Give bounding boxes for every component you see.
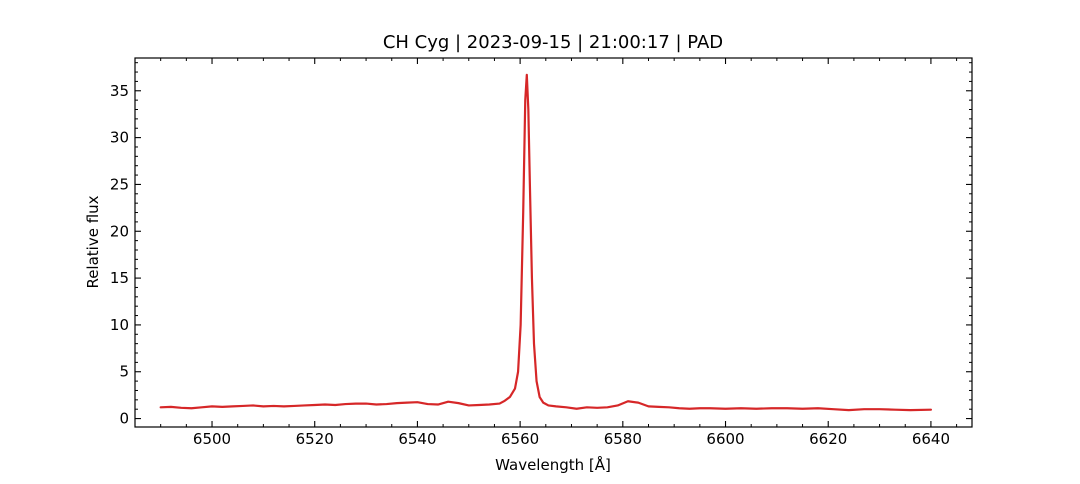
x-tick-label: 6520 xyxy=(296,430,334,448)
series-layer xyxy=(159,73,933,412)
chart-title: CH Cyg | 2023-09-15 | 21:00:17 | PAD xyxy=(383,32,723,53)
x-tick-label: 6600 xyxy=(706,430,744,448)
x-tick-label: 6500 xyxy=(193,430,231,448)
plot-frame xyxy=(134,57,973,428)
y-tick-label: 30 xyxy=(110,129,129,147)
x-tick-label: 6580 xyxy=(604,430,642,448)
ticks-layer: 6500 6520 6540 6560 6580 6600 6620 6640 0 5 10 15 20… xyxy=(110,58,972,448)
y-tick-label: 35 xyxy=(110,82,129,100)
x-tick-label: 6640 xyxy=(912,430,950,448)
spectrum-line-0 xyxy=(159,73,933,412)
y-axis-label: Relative flux xyxy=(84,195,102,288)
y-tick-label: 10 xyxy=(110,316,129,334)
x-tick-label: 6620 xyxy=(809,430,847,448)
x-tick-label: 6540 xyxy=(398,430,436,448)
x-tick-label: 6560 xyxy=(501,430,539,448)
y-tick-label: 5 xyxy=(119,363,129,381)
y-tick-label: 0 xyxy=(119,410,129,428)
y-tick-label: 25 xyxy=(110,175,129,193)
x-axis-label: Wavelength [Å] xyxy=(495,455,611,474)
y-tick-label: 20 xyxy=(110,222,129,240)
y-tick-label: 15 xyxy=(110,269,129,287)
